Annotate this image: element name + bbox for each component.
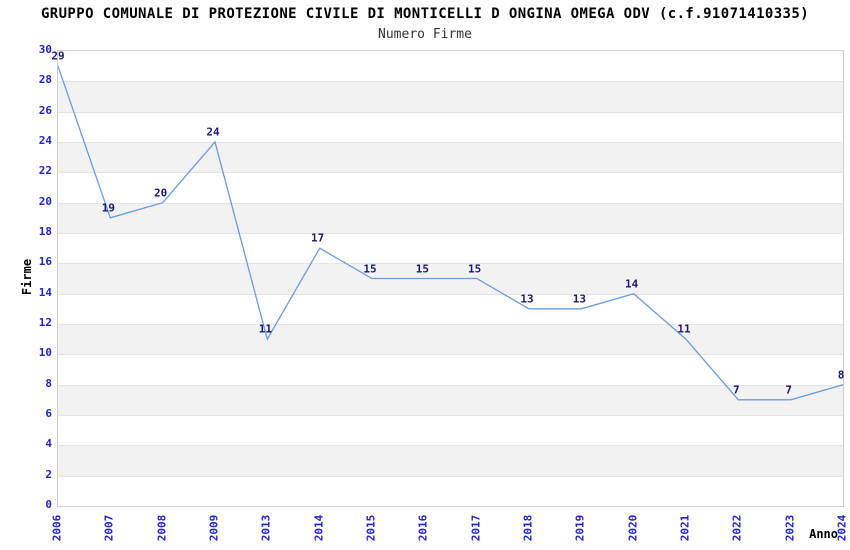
x-tick-label: 2009	[207, 514, 221, 542]
gridline	[58, 354, 843, 356]
y-tick-label: 28	[38, 73, 52, 87]
y-tick-label: 16	[38, 255, 52, 269]
x-tick-label: 2007	[102, 514, 116, 542]
gridline	[58, 293, 843, 295]
x-tick-label: 2024	[835, 514, 849, 542]
chart-title: GRUPPO COMUNALE DI PROTEZIONE CIVILE DI …	[40, 6, 810, 22]
y-tick-label: 10	[38, 346, 52, 360]
gridline	[58, 202, 843, 204]
background-band	[58, 415, 843, 446]
value-label: 13	[572, 292, 586, 306]
background-band	[58, 384, 843, 415]
x-axis-label: Anno	[809, 527, 838, 541]
value-label: 11	[258, 322, 272, 336]
y-tick-label: 6	[45, 407, 52, 420]
value-label: 19	[101, 201, 115, 215]
gridline	[58, 263, 843, 265]
background-band	[58, 142, 843, 173]
value-label: 15	[415, 262, 429, 275]
value-label: 15	[468, 262, 482, 275]
value-label: 7	[785, 383, 792, 397]
value-label: 20	[154, 186, 168, 200]
x-tick-label: 2013	[259, 514, 273, 542]
y-tick-label: 20	[38, 194, 52, 208]
gridline	[58, 233, 843, 234]
background-band	[58, 51, 843, 82]
series-polyline	[57, 65, 844, 401]
y-tick-label: 8	[45, 376, 52, 390]
x-tick-label: 2021	[678, 514, 692, 542]
background-band	[58, 293, 843, 324]
background-band	[58, 81, 843, 112]
line-series	[57, 65, 844, 401]
background-band	[58, 202, 843, 233]
value-label: 17	[311, 231, 325, 245]
gridline	[58, 475, 843, 477]
value-label: 11	[677, 322, 691, 336]
x-tick-label: 2017	[469, 514, 483, 542]
background-band	[58, 111, 843, 142]
value-label: 7	[733, 383, 740, 397]
gridline	[58, 172, 843, 174]
value-label: 14	[625, 277, 639, 291]
x-tick-label: 2016	[416, 514, 430, 542]
background-band	[58, 475, 843, 506]
x-tick-label: 2023	[783, 514, 797, 542]
chart-subtitle: Numero Firme	[378, 27, 472, 42]
y-tick-label: 18	[38, 225, 52, 238]
x-tick-label: 2022	[730, 514, 744, 542]
plot-area: 29 19 20 24 11 17 15 15 15 13 13 14 11 7 7 8	[51, 50, 845, 507]
x-tick-label: 2019	[573, 514, 587, 542]
y-tick-label: 4	[45, 437, 52, 451]
x-tick-label: 2018	[521, 514, 535, 542]
value-label: 8	[837, 368, 845, 382]
y-tick-label: 0	[45, 498, 52, 511]
gridline	[58, 111, 843, 113]
y-tick-label: 24	[38, 134, 52, 147]
value-label: 15	[363, 262, 377, 275]
background-band	[58, 233, 843, 264]
x-tick-label: 2014	[312, 514, 326, 542]
gridline	[58, 415, 843, 416]
y-tick-label: 14	[38, 285, 52, 299]
y-tick-label: 26	[38, 103, 52, 117]
background-band	[58, 172, 843, 203]
x-tick-label: 2020	[626, 514, 640, 542]
x-tick-label: 2015	[364, 514, 378, 542]
y-tick-label: 30	[38, 43, 52, 56]
x-tick-label: 2008	[155, 514, 169, 542]
gridline	[58, 81, 843, 83]
value-label: 29	[51, 49, 65, 63]
value-label: 24	[206, 125, 220, 139]
y-tick-label: 12	[38, 316, 52, 329]
background-band	[58, 324, 843, 355]
gridline	[58, 384, 843, 386]
x-tick-label: 2006	[50, 514, 64, 542]
y-tick-label: 22	[38, 164, 52, 178]
gridline	[58, 142, 843, 143]
background-band	[58, 445, 843, 476]
y-tick-label: 2	[45, 467, 52, 481]
gridline	[58, 324, 843, 325]
value-label: 13	[520, 292, 534, 306]
gridline	[58, 445, 843, 447]
